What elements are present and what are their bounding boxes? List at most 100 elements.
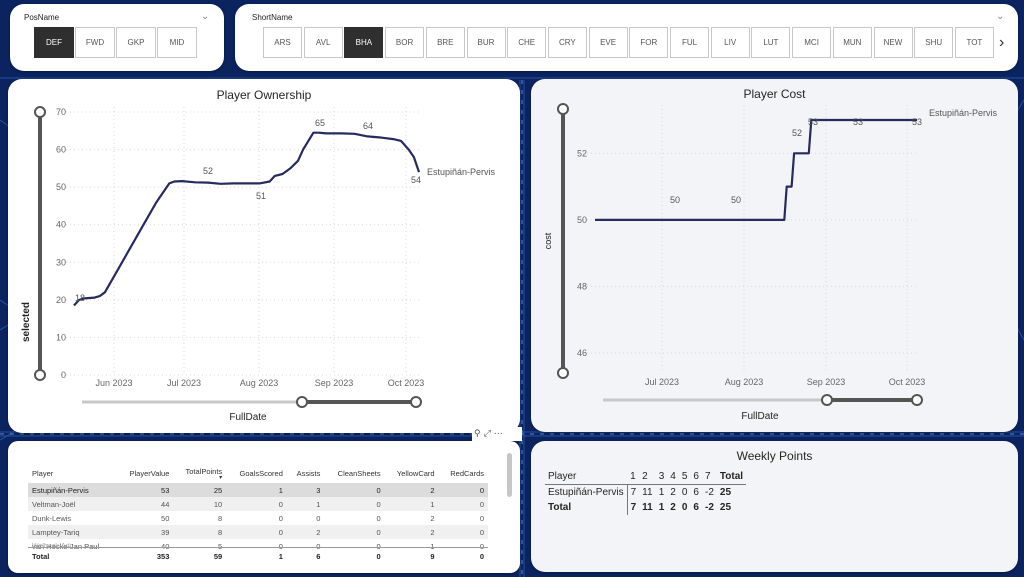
team-option-mci[interactable]: MCI: [792, 27, 832, 58]
column-header-redcards[interactable]: RedCards: [450, 468, 484, 478]
chevron-right-icon[interactable]: ›: [999, 34, 1005, 51]
table-cell: 1: [430, 541, 435, 551]
table-cell: 0: [479, 513, 484, 523]
table-cell: 2: [430, 513, 435, 523]
team-option-tot[interactable]: TOT: [954, 27, 994, 58]
cost-x-tick-label: Sep 2023: [807, 377, 846, 387]
team-option-bor[interactable]: BOR: [385, 27, 425, 58]
total-cell: 0: [438, 547, 488, 564]
team-option-for[interactable]: FOR: [629, 27, 669, 58]
column-header-assists[interactable]: Assists: [296, 468, 321, 478]
team-option-ars[interactable]: ARS: [263, 27, 302, 58]
team-option-mun[interactable]: MUN: [832, 27, 872, 58]
pos-option-gkp[interactable]: GKP: [116, 27, 156, 58]
weekly-column-header[interactable]: Total: [719, 471, 744, 482]
team-option-new[interactable]: NEW: [873, 27, 913, 58]
weekly-total-cell: -2: [704, 502, 714, 513]
ownership-data-label: 52: [203, 166, 213, 176]
slider-handle[interactable]: [296, 396, 308, 408]
more-options-icon[interactable]: ⋯: [493, 428, 503, 438]
team-option-bur[interactable]: BUR: [466, 27, 506, 58]
slider-handle[interactable]: [821, 394, 833, 406]
total-cell: 9: [384, 547, 439, 564]
slider-handle[interactable]: [557, 103, 569, 115]
table-cell: 44: [116, 497, 174, 511]
cost-data-label: 53: [853, 117, 863, 127]
filter-icon[interactable]: ⚲: [474, 428, 481, 438]
table-cell: Lamptey-Tariq: [28, 525, 117, 539]
weekly-column-header[interactable]: 5: [681, 471, 688, 482]
team-option-cry[interactable]: CRY: [547, 27, 587, 58]
column-header-cleansheets[interactable]: CleanSheets: [337, 468, 381, 478]
column-header-goalsscored[interactable]: GoalsScored: [239, 468, 283, 478]
weekly-total-cell: 2: [670, 502, 676, 513]
weekly-column-header[interactable]: 2: [642, 471, 648, 482]
table-cell: 5: [218, 541, 223, 551]
cost-series-line[interactable]: [595, 118, 917, 221]
table-cell: 0: [438, 525, 488, 539]
table-row[interactable]: Dunk-Lewis 50 8 0 0 0 2 0: [28, 511, 488, 525]
table-cell: 0: [226, 525, 287, 539]
table-partial-row: Welbeck-Adi...: [32, 543, 77, 548]
column-header-player[interactable]: Player: [32, 468, 54, 478]
total-cell: 353: [116, 547, 174, 564]
weekly-total-cell: 11: [642, 502, 653, 513]
weekly-column-header[interactable]: 4: [670, 471, 676, 482]
slider-handle[interactable]: [410, 396, 422, 408]
pos-option-mid[interactable]: MID: [157, 27, 197, 58]
slider-handle[interactable]: [911, 394, 923, 406]
ownership-y-tick-label: 60: [56, 145, 66, 155]
ownership-y-tick-label: 40: [56, 220, 66, 230]
table-cell: 0: [324, 497, 385, 511]
ownership-chart-card: Player Ownership selected FullDate 0 10 20…: [8, 79, 520, 433]
ownership-series-line[interactable]: [73, 131, 421, 307]
slider-handle[interactable]: [34, 369, 46, 381]
team-option-ful[interactable]: FUL: [670, 27, 709, 58]
ownership-data-label: 54: [411, 175, 421, 185]
chevron-down-icon[interactable]: ⌄: [201, 11, 210, 22]
team-option-bha[interactable]: BHA: [344, 27, 384, 58]
team-option-avl[interactable]: AVL: [303, 27, 343, 58]
team-option-che[interactable]: CHE: [507, 27, 547, 58]
table-cell: 0: [316, 541, 321, 551]
table-scrollbar[interactable]: [507, 453, 512, 497]
cost-data-label: 52: [792, 128, 802, 138]
table-row[interactable]: Veltman-Joël 44 10 0 1 0 1 0: [28, 497, 488, 511]
table-cell: 0: [438, 497, 488, 511]
pos-option-def[interactable]: DEF: [34, 27, 74, 58]
weekly-column-header[interactable]: 7: [704, 471, 711, 482]
weekly-column-header[interactable]: Player: [548, 471, 577, 482]
ownership-x-tick-label: Jun 2023: [95, 378, 132, 388]
slider-handle[interactable]: [34, 106, 46, 118]
focus-mode-icon[interactable]: ⤢: [483, 428, 491, 438]
table-cell: 0: [376, 541, 381, 551]
slider-handle[interactable]: [557, 367, 569, 379]
chevron-down-icon[interactable]: ⌄: [996, 11, 1005, 22]
pos-option-fwd[interactable]: FWD: [75, 27, 115, 58]
table-cell: 0: [479, 541, 484, 551]
team-option-bre[interactable]: BRE: [425, 27, 465, 58]
player-table-total: Total 353 59 1 6 0 9 0: [28, 547, 488, 564]
weekly-column-header[interactable]: 1: [630, 471, 636, 482]
team-option-eve[interactable]: EVE: [588, 27, 628, 58]
weekly-column-header[interactable]: 6: [693, 471, 699, 482]
ownership-x-tick-label: Aug 2023: [240, 378, 279, 388]
cost-series-label: Estupiñán-Pervis: [929, 108, 998, 118]
team-option-liv[interactable]: LIV: [710, 27, 750, 58]
ownership-y-tick-label: 20: [56, 295, 66, 305]
table-row[interactable]: van Hecke-Jan Paul 40 5 0 0 0 1 0: [28, 539, 488, 553]
table-cell: 39: [116, 525, 174, 539]
weekly-total-cell: 6: [693, 502, 699, 513]
table-cell: Dunk-Lewis: [32, 513, 72, 523]
column-header-playervalue[interactable]: PlayerValue: [129, 468, 170, 478]
team-option-shu[interactable]: SHU: [914, 27, 954, 58]
weekly-column-header[interactable]: 3: [658, 471, 665, 482]
weekly-points-table: Player 1 2 3 4 5 6 7 Total Estupiñán-Pervis 7 11 1 2…: [545, 469, 747, 515]
table-cell: van Hecke-Jan Paul: [32, 541, 100, 551]
column-header-totalpoints[interactable]: TotalPoints ▾: [173, 463, 226, 483]
table-row[interactable]: Estupiñán-Pervis 53 25 1 3 0 2 0: [28, 483, 488, 497]
column-header-yellowcard[interactable]: YellowCard: [396, 468, 435, 478]
table-row[interactable]: Lamptey-Tariq 39 8 0 2 0 2 0: [28, 525, 488, 539]
ownership-x-tick-label: Sep 2023: [315, 378, 354, 388]
team-option-lut[interactable]: LUT: [751, 27, 791, 58]
